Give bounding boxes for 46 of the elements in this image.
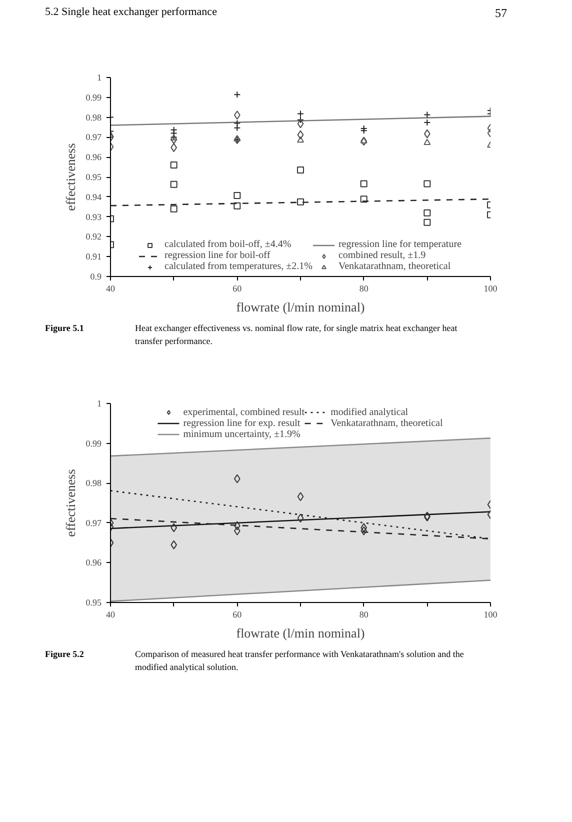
x-tick-label: 80 — [359, 284, 369, 294]
y-tick-label: 0.99 — [86, 438, 102, 448]
y-tick-label: 0.97 — [86, 132, 102, 142]
legend-label: Venkatarathnam, theoretical — [338, 261, 451, 272]
x-tick-label: 80 — [359, 609, 369, 620]
x-tick-label: 40 — [106, 609, 116, 620]
legend-label: calculated from temperatures, ±2.1% — [164, 261, 312, 272]
text: 57 — [495, 5, 507, 22]
legend-label: minimum uncertainty, ±1.9% — [183, 428, 300, 440]
y-tick-label: 1 — [97, 72, 102, 83]
y-tick-label: 0.93 — [86, 212, 102, 222]
text: Heat exchanger effectiveness vs. nominal flow rate, for single matrix heat exchanger heat transfer performance. — [135, 322, 458, 348]
x-axis-title: flowrate (l/min nominal) — [236, 300, 365, 315]
legend-label: regression line for boil-off — [164, 250, 270, 262]
y-tick-label: 0.96 — [86, 558, 102, 568]
y-tick-label: 0.98 — [86, 112, 102, 122]
y-tick-label: 0.9 — [90, 272, 102, 282]
y-tick-label: 0.91 — [86, 252, 102, 262]
y-tick-label: 1 — [97, 398, 102, 408]
legend-label: regression line for temperature — [338, 239, 462, 250]
caption: Figure 5.1 — [45, 322, 84, 335]
y-tick-label: 0.96 — [86, 152, 102, 162]
text: Comparison of measured heat transfer performance with Venkatarathnam's solution and the modified analytical solution. — [135, 648, 465, 674]
text: 5.2 Single heat exchanger performance — [45, 5, 217, 20]
x-tick-label: 60 — [232, 609, 242, 620]
y-tick-label: 0.97 — [86, 518, 102, 528]
x-tick-label: 100 — [484, 609, 498, 620]
x-tick-label: 100 — [484, 284, 498, 294]
legend-label: Venkatarathnam, theoretical — [330, 418, 443, 429]
y-tick-label: 0.99 — [86, 92, 102, 103]
x-tick-label: 60 — [232, 284, 242, 294]
y-tick-label: 0.95 — [86, 597, 102, 608]
x-axis-title: flowrate (l/min nominal) — [236, 625, 365, 640]
caption: Figure 5.2 — [45, 648, 84, 661]
y-tick-label: 0.94 — [86, 192, 102, 202]
legend-label: combined result, ±1.9 — [338, 250, 426, 262]
y-tick-label: 0.95 — [86, 172, 102, 182]
y-tick-label: 0.98 — [86, 478, 102, 488]
x-tick-label: 40 — [106, 284, 116, 294]
y-axis-title: effectiveness — [62, 469, 78, 537]
legend-label: experimental, combined result — [183, 406, 305, 418]
legend-label: calculated from boil-off, ±4.4% — [164, 239, 292, 250]
y-axis-title: effectiveness — [62, 143, 78, 211]
y-tick-label: 0.92 — [86, 232, 102, 242]
legend-label: modified analytical — [330, 406, 408, 418]
legend-label: regression line for exp. result — [183, 418, 300, 429]
